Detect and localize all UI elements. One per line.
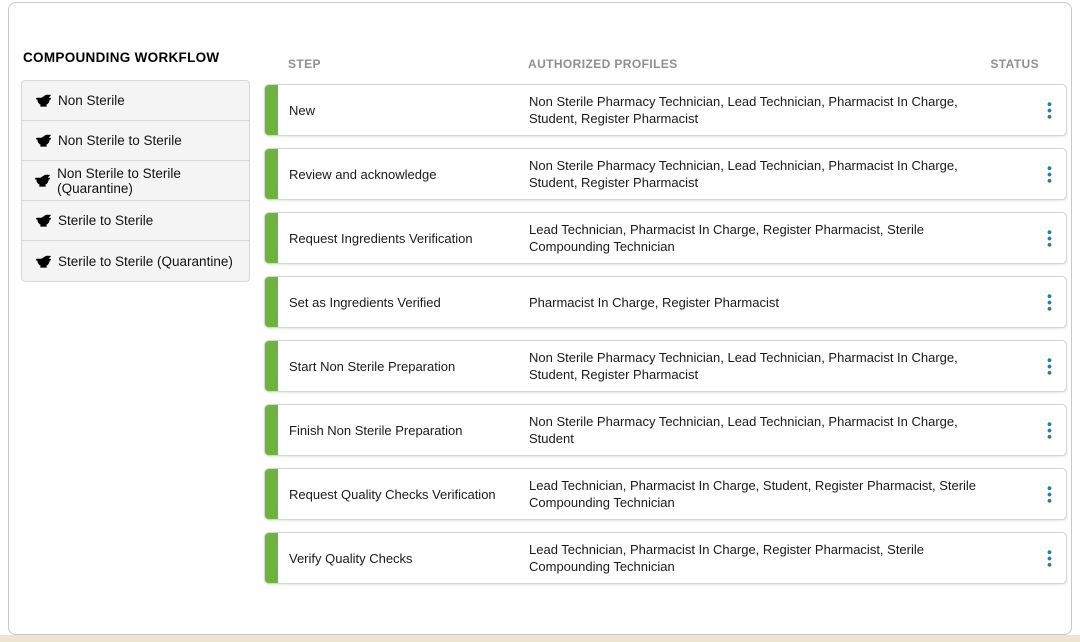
kebab-vertical-icon xyxy=(1047,101,1052,119)
row-menu-button[interactable] xyxy=(1043,162,1056,187)
step-label: Verify Quality Checks xyxy=(289,550,413,566)
sidebar-item-label: Non Sterile to Sterile xyxy=(58,133,182,148)
row-menu-button[interactable] xyxy=(1043,290,1056,315)
table-header-row: STEP AUTHORIZED PROFILES STATUS xyxy=(264,57,1067,71)
kebab-vertical-icon xyxy=(1047,293,1052,311)
kebab-vertical-icon xyxy=(1047,357,1052,375)
row-menu-button[interactable] xyxy=(1043,418,1056,443)
step-label: Start Non Sterile Preparation xyxy=(289,358,456,374)
step-cell: Request Ingredients Verification xyxy=(278,213,529,263)
step-cell: Finish Non Sterile Preparation xyxy=(278,405,529,455)
sidebar-item[interactable]: Non Sterile to Sterile (Quarantine) xyxy=(22,161,249,201)
step-label: Finish Non Sterile Preparation xyxy=(289,422,463,438)
sidebar-item-label: Non Sterile xyxy=(58,93,125,108)
kebab-vertical-icon xyxy=(1047,485,1052,503)
row-accent-bar xyxy=(265,405,278,455)
sidebar-item[interactable]: Non Sterile xyxy=(22,81,249,121)
step-label: Review and acknowledge xyxy=(289,166,437,182)
authorized-profiles-cell: Non Sterile Pharmacy Technician, Lead Te… xyxy=(529,405,987,455)
table-row: Request Quality Checks Verification Lead… xyxy=(264,468,1067,520)
kebab-vertical-icon xyxy=(1047,229,1052,247)
sidebar-item-label: Non Sterile to Sterile (Quarantine) xyxy=(57,165,181,196)
row-accent-bar xyxy=(265,213,278,263)
row-accent-bar xyxy=(265,277,278,327)
table-row: New Non Sterile Pharmacy Technician, Lea… xyxy=(264,84,1067,136)
table-row: Review and acknowledge Non Sterile Pharm… xyxy=(264,148,1067,200)
row-accent-bar xyxy=(265,533,278,583)
step-label: Request Ingredients Verification xyxy=(289,230,473,246)
row-accent-bar xyxy=(265,85,278,135)
table-row: Verify Quality Checks Lead Technician, P… xyxy=(264,532,1067,584)
step-cell: Review and acknowledge xyxy=(278,149,529,199)
workflow-type-list: Non Sterile Non Sterile to Sterile Non S… xyxy=(21,80,250,282)
authorized-profiles-cell: Pharmacist In Charge, Register Pharmacis… xyxy=(529,277,987,327)
row-accent-bar xyxy=(265,341,278,391)
sidebar-item-label: Sterile to Sterile xyxy=(58,213,154,228)
sidebar-item[interactable]: Sterile to Sterile (Quarantine) xyxy=(22,241,249,281)
table-row: Request Ingredients Verification Lead Te… xyxy=(264,212,1067,264)
step-label: New xyxy=(289,102,316,118)
row-menu-button[interactable] xyxy=(1043,482,1056,507)
table-row: Start Non Sterile Preparation Non Steril… xyxy=(264,340,1067,392)
status-cell xyxy=(987,469,1066,519)
table-rows-container: New Non Sterile Pharmacy Technician, Lea… xyxy=(264,84,1067,596)
step-cell: Start Non Sterile Preparation xyxy=(278,341,529,391)
authorized-profiles-cell: Lead Technician, Pharmacist In Charge, S… xyxy=(529,469,987,519)
mortar-pestle-icon xyxy=(35,213,51,229)
kebab-vertical-icon xyxy=(1047,549,1052,567)
step-label: Request Quality Checks Verification xyxy=(289,486,496,502)
status-cell xyxy=(987,533,1066,583)
status-cell xyxy=(987,149,1066,199)
table-row: Finish Non Sterile Preparation Non Steri… xyxy=(264,404,1067,456)
authorized-profiles-text: Pharmacist In Charge, Register Pharmacis… xyxy=(529,294,779,310)
authorized-profiles-text: Lead Technician, Pharmacist In Charge, R… xyxy=(529,222,925,254)
authorized-profiles-cell: Lead Technician, Pharmacist In Charge, R… xyxy=(529,533,987,583)
authorized-profiles-text: Lead Technician, Pharmacist In Charge, R… xyxy=(529,542,925,574)
status-cell xyxy=(987,405,1066,455)
step-cell: Set as Ingredients Verified xyxy=(278,277,529,327)
row-menu-button[interactable] xyxy=(1043,98,1056,123)
row-accent-bar xyxy=(265,149,278,199)
status-cell xyxy=(987,85,1066,135)
sidebar-item-label: Sterile to Sterile (Quarantine) xyxy=(58,253,233,269)
row-accent-bar xyxy=(265,469,278,519)
column-header-status: STATUS xyxy=(990,57,1039,71)
authorized-profiles-cell: Non Sterile Pharmacy Technician, Lead Te… xyxy=(529,149,987,199)
mortar-pestle-icon xyxy=(35,173,51,189)
column-header-authorized-profiles: AUTHORIZED PROFILES xyxy=(528,57,678,71)
table-row: Set as Ingredients Verified Pharmacist I… xyxy=(264,276,1067,328)
row-menu-button[interactable] xyxy=(1043,354,1056,379)
step-cell: Request Quality Checks Verification xyxy=(278,469,529,519)
step-cell: Verify Quality Checks xyxy=(278,533,529,583)
status-cell xyxy=(987,277,1066,327)
page-card: COMPOUNDING WORKFLOW Non Sterile Non Ste… xyxy=(8,2,1072,635)
authorized-profiles-text: Non Sterile Pharmacy Technician, Lead Te… xyxy=(529,414,958,446)
mortar-pestle-icon xyxy=(35,133,51,149)
step-cell: New xyxy=(278,85,529,135)
authorized-profiles-text: Lead Technician, Pharmacist In Charge, S… xyxy=(529,478,977,510)
mortar-pestle-icon xyxy=(35,253,51,269)
authorized-profiles-cell: Non Sterile Pharmacy Technician, Lead Te… xyxy=(529,85,987,135)
mortar-pestle-icon xyxy=(35,93,51,109)
row-menu-button[interactable] xyxy=(1043,226,1056,251)
page-bottom-strip xyxy=(0,635,1080,642)
status-cell xyxy=(987,213,1066,263)
authorized-profiles-cell: Lead Technician, Pharmacist In Charge, R… xyxy=(529,213,987,263)
authorized-profiles-cell: Non Sterile Pharmacy Technician, Lead Te… xyxy=(529,341,987,391)
step-label: Set as Ingredients Verified xyxy=(289,294,441,310)
kebab-vertical-icon xyxy=(1047,165,1052,183)
kebab-vertical-icon xyxy=(1047,421,1052,439)
authorized-profiles-text: Non Sterile Pharmacy Technician, Lead Te… xyxy=(529,94,958,126)
page-title: COMPOUNDING WORKFLOW xyxy=(23,50,220,65)
column-header-step: STEP xyxy=(288,57,321,71)
status-cell xyxy=(987,341,1066,391)
authorized-profiles-text: Non Sterile Pharmacy Technician, Lead Te… xyxy=(529,350,958,382)
sidebar-item[interactable]: Sterile to Sterile xyxy=(22,201,249,241)
authorized-profiles-text: Non Sterile Pharmacy Technician, Lead Te… xyxy=(529,158,958,190)
row-menu-button[interactable] xyxy=(1043,546,1056,571)
sidebar-item[interactable]: Non Sterile to Sterile xyxy=(22,121,249,161)
